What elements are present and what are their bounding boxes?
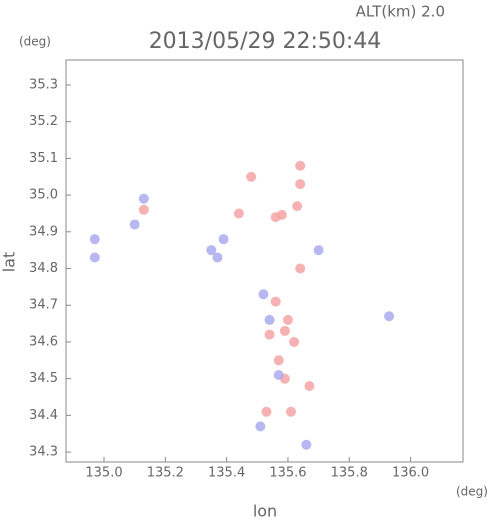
echo-point [301,439,312,450]
echo-point [261,406,272,417]
echo-point [264,329,275,340]
plot-frame [65,59,464,463]
echo-point [292,201,303,212]
y-axis-label: lat [0,252,19,273]
y-tick-label: 34.9 [29,224,58,239]
echo-point [286,406,297,417]
echo-point [279,325,290,336]
echo-point [218,234,229,245]
y-tick-label: 35.1 [29,151,58,166]
annotation: ALT(km) 2.0 [356,3,445,21]
echo-point [270,296,281,307]
echo-point [270,212,281,223]
echo-point [264,314,275,325]
echo-point [289,336,300,347]
y-tick-label: 34.7 [29,298,58,313]
y-tick-label: 35.0 [29,188,58,203]
chart-title: 2013/05/29 22:50:44 [149,29,382,54]
echo-point [129,219,140,230]
echo-point [304,381,315,392]
echo-point [206,245,217,256]
x-axis-label: lon [253,502,277,521]
x-tick-label: 135.8 [331,466,368,481]
echo-point [233,208,244,219]
echo-point [273,355,284,366]
echo-point [295,160,306,171]
echo-point [212,252,223,263]
echo-point [89,234,100,245]
echo-point [89,252,100,263]
echo-point [255,421,266,432]
y-tick-label: 34.5 [29,371,58,386]
echo-point [313,245,324,256]
y-tick-label: 34.4 [29,408,58,423]
y-tick-label: 35.2 [29,114,58,129]
x-tick-label: 135.6 [269,466,306,481]
x-unit: (deg) [456,485,488,499]
echo-point [138,193,149,204]
echo-point [282,314,293,325]
y-tick-label: 34.8 [29,261,58,276]
y-tick-label: 35.3 [29,77,58,92]
y-unit: (deg) [19,35,51,49]
echo-point [384,311,395,322]
echo-point [138,204,149,215]
x-tick-label: 136.0 [392,466,429,481]
y-tick-label: 34.3 [29,445,58,460]
x-tick-label: 135.0 [85,466,122,481]
echo-point [246,171,257,182]
x-tick-label: 135.4 [208,466,245,481]
echo-point [295,263,306,274]
x-tick-label: 135.2 [147,466,184,481]
echo-point [258,289,269,300]
echo-point [295,179,306,190]
echo-point [273,369,284,380]
y-tick-label: 34.6 [29,334,58,349]
